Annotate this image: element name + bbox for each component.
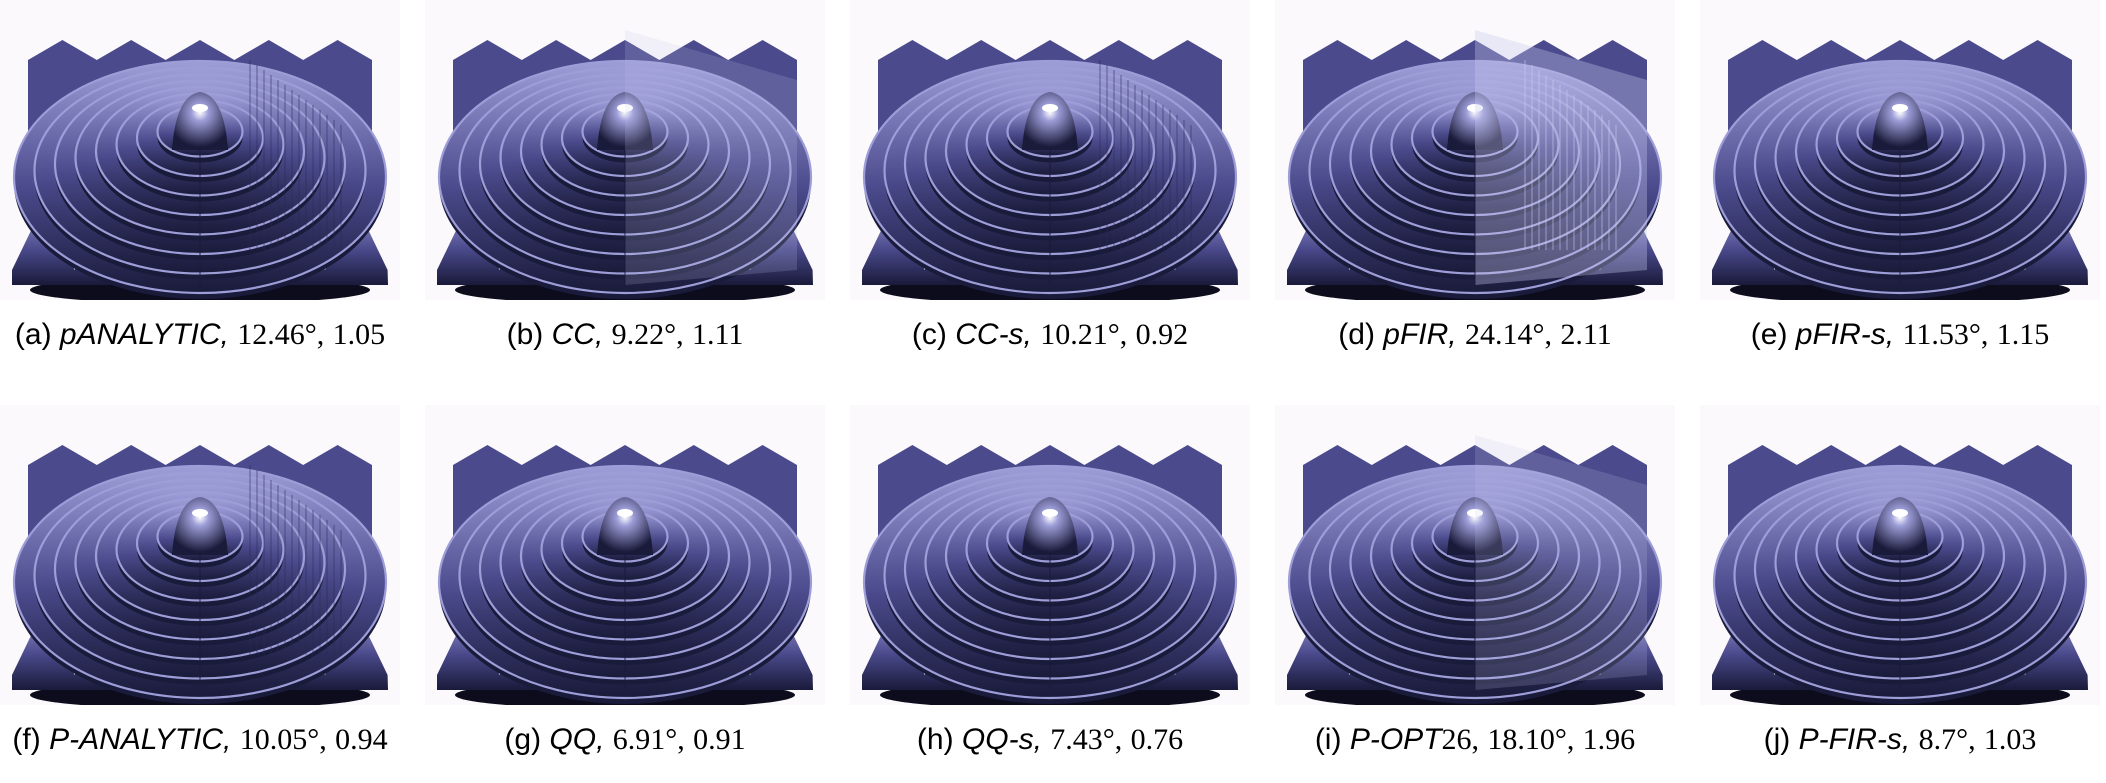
figure-panel: (j) P-FIR-s, 8.7°, 1.03 — [1700, 405, 2100, 765]
surface-render — [0, 405, 400, 705]
panel-caption: (b) CC, 9.22°, 1.11 — [385, 318, 865, 352]
surface-render — [850, 405, 1250, 705]
panel-caption: (a) pANALYTIC, 12.46°, 1.05 — [0, 318, 440, 352]
angle-error: 12.46°, — [237, 318, 325, 351]
surface-graphic — [437, 445, 813, 705]
panel-caption: (g) QQ, 6.91°, 0.91 — [385, 723, 865, 757]
angle-error: 6.91°, — [612, 723, 685, 756]
panel-label: (b) — [506, 318, 544, 351]
surface-plot — [862, 40, 1238, 300]
method-name: P-FIR-s, — [1798, 723, 1911, 756]
surface-graphic — [12, 445, 388, 705]
method-name: pFIR-s, — [1795, 318, 1895, 351]
panel-label: (a) — [14, 318, 52, 351]
panel-label: (j) — [1763, 723, 1791, 756]
panel-caption: (e) pFIR-s, 11.53°, 1.15 — [1660, 318, 2106, 352]
surface-render — [1275, 405, 1675, 705]
method-name: pANALYTIC, — [59, 318, 229, 351]
surface-render — [425, 405, 825, 705]
error-value: 1.05 — [332, 318, 386, 351]
surface-plot — [12, 445, 388, 705]
error-value: 1.15 — [1996, 318, 2050, 351]
angle-error: 18.10°, — [1487, 723, 1575, 756]
surface-graphic — [12, 40, 388, 300]
method-name: CC-s, — [955, 318, 1032, 351]
angle-error: 11.53°, — [1902, 318, 1989, 351]
method-name: pFIR, — [1383, 318, 1457, 351]
angle-error: 10.05°, — [239, 723, 327, 756]
error-value: 0.91 — [693, 723, 746, 756]
angle-error: 10.21°, — [1040, 318, 1128, 351]
angle-error: 24.14°, — [1464, 318, 1552, 351]
figure-panel: (d) pFIR, 24.14°, 2.11 — [1275, 0, 1675, 360]
panel-label: (h) — [916, 723, 954, 756]
surface-render — [425, 0, 825, 300]
figure-panel: (g) QQ, 6.91°, 0.91 — [425, 405, 825, 765]
surface-graphic — [1712, 40, 2088, 300]
method-suffix: 26, — [1441, 723, 1479, 756]
error-value: 0.94 — [335, 723, 388, 756]
angle-error: 9.22°, — [611, 318, 684, 351]
figure-panel: (a) pANALYTIC, 12.46°, 1.05 — [0, 0, 400, 360]
figure-panel: (i) P-OPT26, 18.10°, 1.96 — [1275, 405, 1675, 765]
panel-label: (f) — [12, 723, 41, 756]
panel-caption: (i) P-OPT26, 18.10°, 1.96 — [1235, 723, 1715, 757]
panel-label: (i) — [1314, 723, 1342, 756]
method-name: CC, — [551, 318, 604, 351]
surface-render — [1275, 0, 1675, 300]
error-value: 2.11 — [1560, 318, 1612, 351]
surface-render — [850, 0, 1250, 300]
method-name: P-OPT — [1349, 723, 1442, 756]
surface-plot — [1712, 445, 2088, 705]
panel-label: (c) — [911, 318, 947, 351]
error-value: 1.11 — [691, 318, 744, 351]
surface-graphic — [862, 445, 1238, 705]
surface-graphic — [1287, 435, 1663, 705]
error-value: 1.96 — [1582, 723, 1636, 756]
method-name: QQ-s, — [961, 723, 1042, 756]
surface-graphic — [437, 30, 813, 300]
surface-graphic — [1287, 30, 1663, 300]
surface-graphic — [1712, 445, 2088, 705]
figure-panel: (h) QQ-s, 7.43°, 0.76 — [850, 405, 1250, 765]
figure-panel: (c) CC-s, 10.21°, 0.92 — [850, 0, 1250, 360]
method-name: QQ, — [549, 723, 605, 756]
method-name: P-ANALYTIC, — [49, 723, 232, 756]
panel-caption: (j) P-FIR-s, 8.7°, 1.03 — [1660, 723, 2106, 757]
surface-plot — [12, 40, 388, 300]
surface-plot — [437, 445, 813, 705]
panel-label: (d) — [1338, 318, 1375, 351]
surface-plot — [1287, 30, 1663, 300]
panel-caption: (c) CC-s, 10.21°, 0.92 — [810, 318, 1290, 352]
surface-plot — [1287, 435, 1663, 705]
panel-label: (g) — [504, 723, 542, 756]
surface-plot — [1712, 40, 2088, 300]
figure-panel: (f) P-ANALYTIC, 10.05°, 0.94 — [0, 405, 400, 765]
surface-render — [1700, 0, 2100, 300]
error-value: 1.03 — [1983, 723, 2037, 756]
figure-panel: (b) CC, 9.22°, 1.11 — [425, 0, 825, 360]
panel-caption: (f) P-ANALYTIC, 10.05°, 0.94 — [0, 723, 440, 757]
surface-plot — [862, 445, 1238, 705]
figure-panel: (e) pFIR-s, 11.53°, 1.15 — [1700, 0, 2100, 360]
panel-caption: (d) pFIR, 24.14°, 2.11 — [1235, 318, 1715, 352]
surface-plot — [437, 30, 813, 300]
surface-graphic — [862, 40, 1238, 300]
angle-error: 7.43°, — [1050, 723, 1123, 756]
panel-label: (e) — [1750, 318, 1788, 351]
angle-error: 8.7°, — [1918, 723, 1976, 756]
panel-caption: (h) QQ-s, 7.43°, 0.76 — [810, 723, 1290, 757]
surface-render — [1700, 405, 2100, 705]
error-value: 0.92 — [1135, 318, 1189, 351]
surface-render — [0, 0, 400, 300]
error-value: 0.76 — [1130, 723, 1184, 756]
